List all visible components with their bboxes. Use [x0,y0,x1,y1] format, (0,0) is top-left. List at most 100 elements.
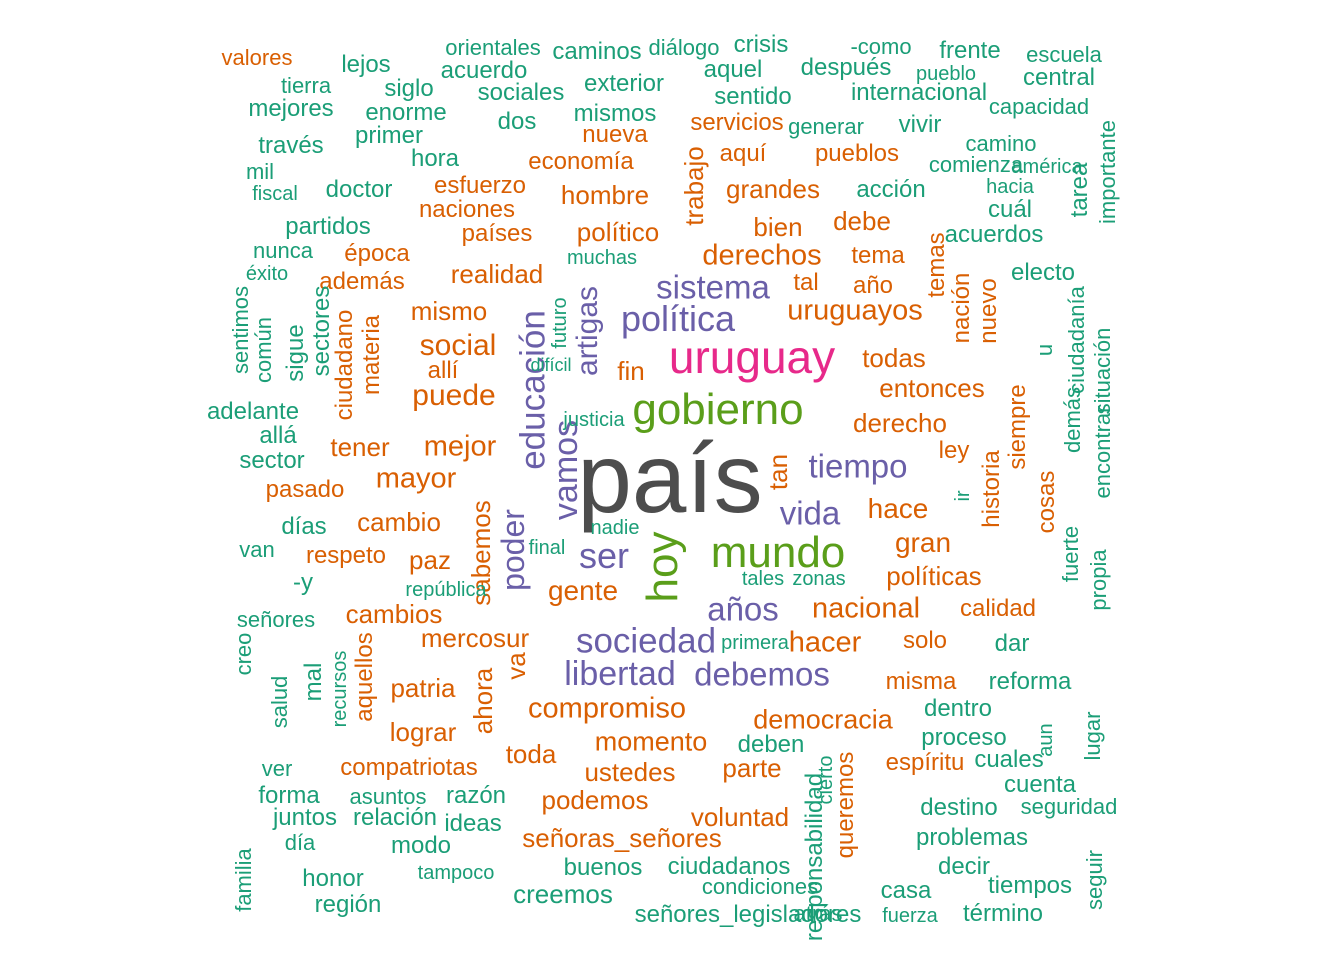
word: poder [495,509,531,591]
word: siglo [384,75,434,102]
word: van [239,537,275,562]
word: señoras_señores [522,823,722,853]
word: política [620,298,736,339]
word: compatriotas [340,754,478,781]
word: tema [851,242,905,269]
word: nuevo [975,278,1002,344]
word: allá [259,422,297,449]
word: allí [427,357,459,384]
word: casa [880,877,932,904]
word: acuerdos [944,221,1044,248]
word: realidad [450,259,544,289]
word: justicia [563,409,625,431]
word: propia [1086,549,1111,611]
word: diálogo [648,35,720,60]
word: generar [788,114,864,139]
word: tal [793,269,819,296]
word: ustedes [584,757,676,787]
word: común [251,316,276,384]
word: futuro [549,297,571,349]
word: electo [1010,259,1076,286]
word: frente [939,37,1001,64]
word: esfuerzo [433,172,527,199]
word: atrás [793,901,843,926]
word: bien [753,212,803,242]
word: exterior [583,70,665,97]
word: tiempos [987,872,1073,899]
word: decir [937,853,991,880]
word: seguir [1082,850,1107,910]
word: época [344,240,410,267]
word: razón [445,782,507,809]
word: tierra [280,73,332,98]
word: tener [330,432,390,462]
word: tampoco [417,862,495,884]
word: región [314,891,382,918]
word: mayor [375,462,457,495]
word: debe [833,206,891,236]
word: sociedad [575,621,717,661]
word: hace [867,493,929,524]
word: derechos [702,239,822,272]
word: término [962,900,1044,927]
word: demás [1060,386,1085,454]
word: importante [1095,120,1120,224]
word: dos [497,108,537,135]
word: éxito [245,263,289,285]
word: nadie [590,517,640,539]
word: espíritu [885,749,965,776]
word: mil [245,159,275,184]
word: sentido [714,83,792,110]
word: acuerdo [440,57,528,84]
word: destino [920,794,998,821]
word: deben [737,731,805,758]
word: proceso [921,724,1007,751]
word: señores_legisladores [634,901,862,928]
word: tan [763,453,793,491]
word: camino [965,131,1037,156]
word: día [284,830,316,855]
word: grandes [726,174,820,204]
word: hacer [788,626,862,659]
word: uruguay [668,331,836,383]
word: seguridad [1020,794,1118,819]
word: hacia [986,176,1034,198]
word: mejores [248,95,334,122]
word: capacidad [988,94,1090,119]
word: caminos [552,38,642,65]
word: cosas [1033,470,1060,534]
word: solo [902,627,948,654]
word: social [419,329,497,362]
word: fuerza [882,905,938,927]
word: sector [239,447,305,474]
word: ciudadano [331,309,358,421]
word: mismo [410,296,488,326]
word: muchas [566,247,638,269]
word: orientales [445,35,541,60]
word: mundo [710,528,846,577]
word: materia [358,314,385,396]
word: modo [390,832,452,859]
word: -y [293,569,313,596]
word: señores [236,607,316,632]
word: toda [505,739,557,769]
word: queremos [832,751,859,859]
word: fuerte [1058,525,1083,583]
word: pueblo [915,63,977,85]
word: días [281,513,327,540]
word: aquellos [351,632,378,722]
word: zonas [792,568,846,590]
word: reforma [988,668,1072,695]
word: calidad [959,595,1037,622]
word: artigas [571,285,604,377]
word: creemos [513,879,613,909]
word: sectores [308,285,335,377]
word: naciones [418,196,516,223]
word: cuenta [1003,771,1077,798]
word: ver [261,756,293,781]
word: mejor [423,430,497,463]
word: hombre [560,180,650,210]
word: momento [594,726,708,757]
word: sigue [282,324,309,382]
word: juntos [272,804,338,831]
